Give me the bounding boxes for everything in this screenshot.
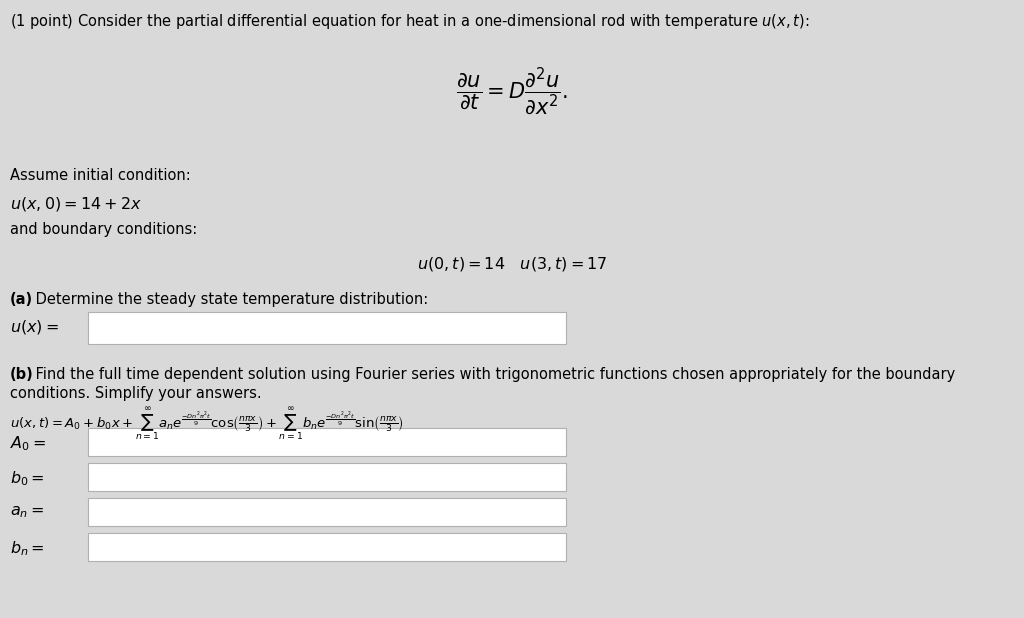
Text: $u(x) = $: $u(x) = $ bbox=[10, 318, 59, 336]
Text: Find the full time dependent solution using Fourier series with trigonometric fu: Find the full time dependent solution us… bbox=[31, 367, 955, 382]
Text: and boundary conditions:: and boundary conditions: bbox=[10, 222, 198, 237]
Bar bbox=[88, 463, 566, 491]
Bar bbox=[88, 312, 566, 344]
Text: Assume initial condition:: Assume initial condition: bbox=[10, 168, 190, 183]
Text: conditions. Simplify your answers.: conditions. Simplify your answers. bbox=[10, 386, 261, 401]
Text: $b_n = $: $b_n = $ bbox=[10, 539, 45, 557]
Text: $u(x,t) = A_0 + b_0 x + \sum_{n=1}^{\infty} a_n e^{\frac{-Dn^2\pi^2 t}{9}} \cos\: $u(x,t) = A_0 + b_0 x + \sum_{n=1}^{\inf… bbox=[10, 406, 403, 444]
Text: $a_n = $: $a_n = $ bbox=[10, 504, 44, 520]
Bar bbox=[88, 498, 566, 526]
Text: (a): (a) bbox=[10, 292, 33, 307]
Text: $A_0 = $: $A_0 = $ bbox=[10, 434, 46, 453]
Text: $u(0,t) = 14 \quad u(3,t) = 17$: $u(0,t) = 14 \quad u(3,t) = 17$ bbox=[417, 255, 607, 273]
Text: (1 point) Consider the partial differential equation for heat in a one-dimension: (1 point) Consider the partial different… bbox=[10, 12, 810, 31]
Text: Determine the steady state temperature distribution:: Determine the steady state temperature d… bbox=[31, 292, 428, 307]
Bar bbox=[88, 533, 566, 561]
Text: $\dfrac{\partial u}{\partial t} = D\dfrac{\partial^2 u}{\partial x^2}.$: $\dfrac{\partial u}{\partial t} = D\dfra… bbox=[457, 65, 567, 117]
Text: (b): (b) bbox=[10, 367, 34, 382]
Bar bbox=[88, 428, 566, 456]
Text: $b_0 = $: $b_0 = $ bbox=[10, 469, 45, 488]
Text: $u(x,0) = 14 + 2x$: $u(x,0) = 14 + 2x$ bbox=[10, 195, 142, 213]
